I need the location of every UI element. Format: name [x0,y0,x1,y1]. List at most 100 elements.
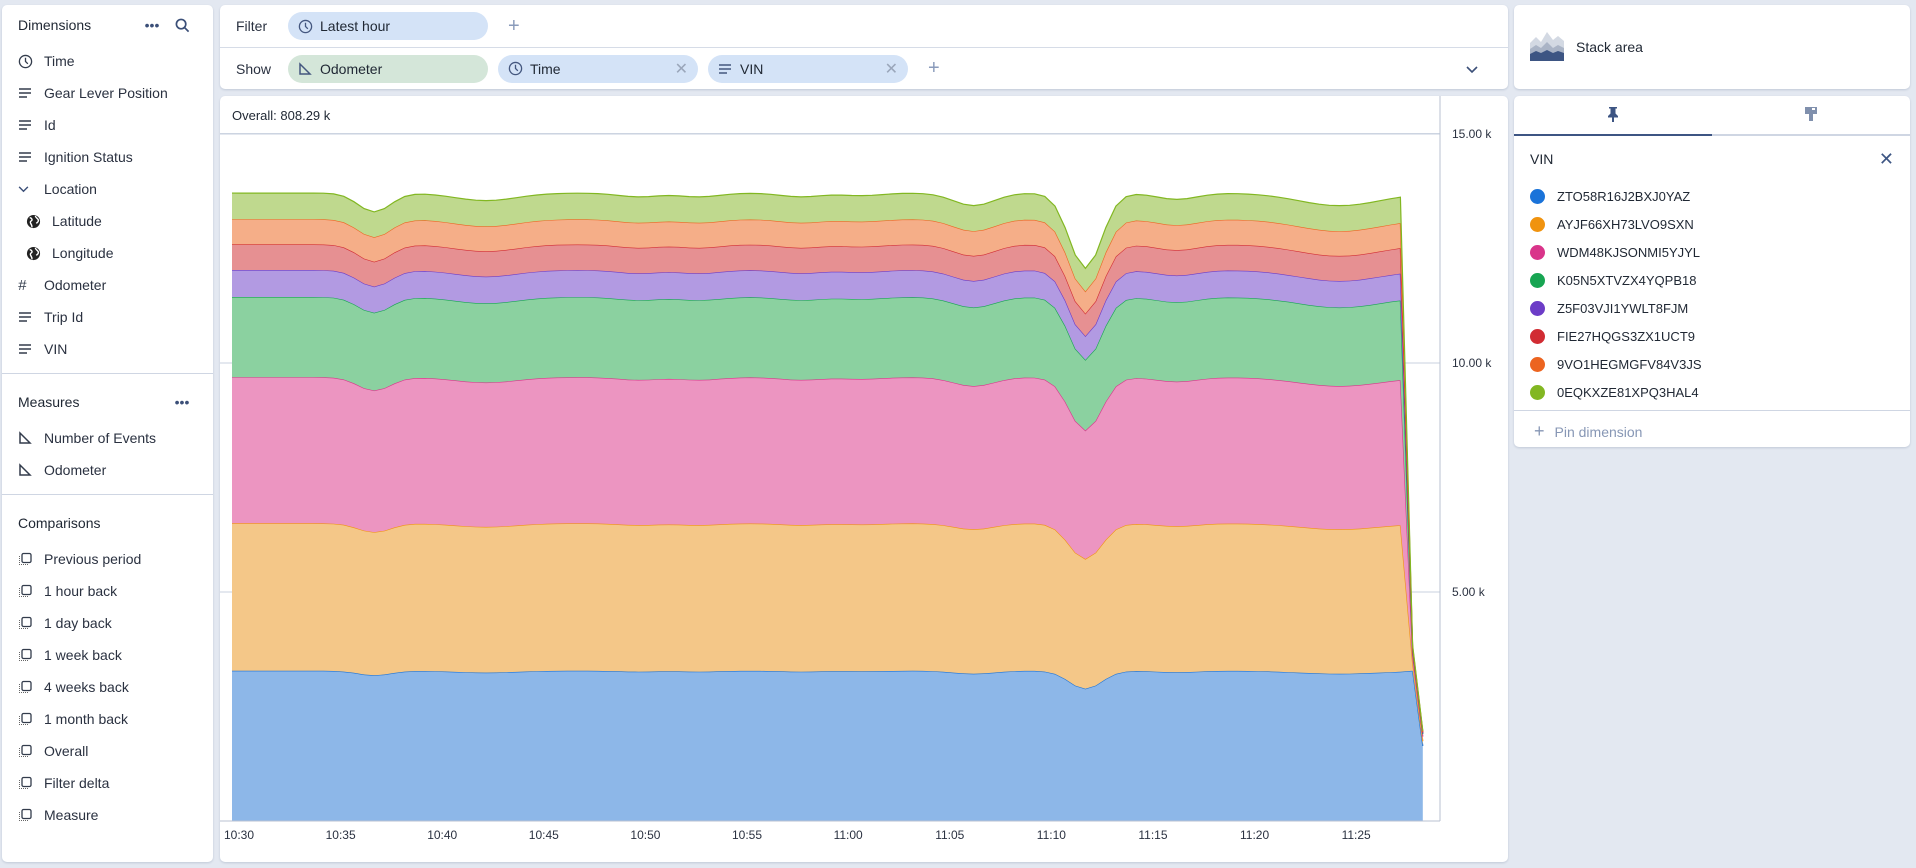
stacked-area-chart[interactable]: 5.00 k 10.00 k 15.00 k 10:30 10:35 10:40 10:45… [220,96,1508,862]
visualization-picker[interactable]: Stack area [1514,5,1910,89]
show-pill-odometer[interactable]: Odometer [288,54,488,83]
sidebar-item-number-of-events[interactable]: Number of Events [2,422,213,454]
pin-dimension-button[interactable]: + Pin dimension [1514,410,1910,452]
sidebar-item-measure[interactable]: Measure [2,799,213,831]
sidebar-item-label: Overall [44,743,89,759]
sidebar-item-id[interactable]: Id [2,109,213,141]
x-tick-label: 10:45 [529,828,559,842]
chevron-down-icon[interactable] [1466,61,1492,77]
legend-item[interactable]: WDM48KJSONMI5YJYL [1514,238,1910,266]
y-tick-label: 15.00 k [1452,127,1492,141]
chart-panel: Overall: 808.29 k 5.00 k 10.00 k 15.00 k 10… [220,96,1508,862]
legend-color-dot [1530,216,1545,232]
sidebar-item-longitude[interactable]: Longitude [2,237,213,269]
show-pill-time[interactable]: Time ✕ [498,54,698,83]
sidebar-item-1-day-back[interactable]: 1 day back [2,607,213,639]
sidebar-item-label: Number of Events [44,430,157,446]
compare-icon [18,744,44,758]
show-pill-vin[interactable]: VIN ✕ [708,54,908,83]
paintbrush-icon [1804,106,1818,125]
search-icon[interactable] [167,18,197,33]
close-icon[interactable]: ✕ [884,60,898,78]
legend-panel: VIN ✕ ZTO58R16J2BXJ0YAZ AYJF66XH73LVO9SXN… [1514,96,1910,447]
sidebar-item-filter-delta[interactable]: Filter delta [2,767,213,799]
sidebar-item-label: Location [44,181,97,197]
hash-icon: # [18,276,27,294]
sidebar-item-latitude[interactable]: Latitude [2,205,213,237]
sidebar-item-label: Latitude [52,213,102,229]
y-tick-label: 10.00 k [1452,356,1492,370]
show-pill-label: Odometer [320,60,383,77]
sidebar-item-location[interactable]: Location [2,173,213,205]
legend-item[interactable]: 9VO1HEGMGFV84V3JS [1514,350,1910,378]
visualization-label: Stack area [1576,39,1643,55]
legend-item[interactable]: 0EQKXZE81XPQ3HAL4 [1514,378,1910,406]
legend-item[interactable]: ZTO58R16J2BXJ0YAZ [1514,182,1910,210]
area-series[interactable] [232,523,1423,746]
sidebar-item-label: Trip Id [44,309,84,325]
sidebar-item-odometer[interactable]: Odometer [2,454,213,486]
sidebar-item-label: Odometer [44,277,107,293]
compare-icon [18,648,44,662]
clock-icon [18,54,44,69]
stack-area-icon [1530,31,1564,64]
measure-icon [18,463,44,477]
comparisons-header: Comparisons [2,503,213,543]
sidebar-item-4-weeks-back[interactable]: 4 weeks back [2,671,213,703]
add-show-button[interactable]: + [928,57,940,79]
sidebar-item-label: Gear Lever Position [44,85,168,101]
divider [2,373,213,374]
legend-item-label: FIE27HQGS3ZX1UCT9 [1557,328,1695,344]
sidebar-item-odometer[interactable]: # Odometer [2,269,213,301]
sidebar-item-trip-id[interactable]: Trip Id [2,301,213,333]
more-icon[interactable]: ••• [144,17,160,33]
more-icon[interactable]: ••• [174,394,190,410]
clock-icon [508,61,530,76]
legend-item-label: 9VO1HEGMGFV84V3JS [1557,356,1702,372]
tab-format[interactable] [1712,96,1910,136]
legend-color-dot [1530,356,1545,372]
area-series[interactable] [232,377,1423,742]
legend-item-label: AYJF66XH73LVO9SXN [1557,216,1694,232]
sidebar-item-gear-lever-position[interactable]: Gear Lever Position [2,77,213,109]
string-icon [18,151,44,163]
legend-item[interactable]: Z5F03VJI1YWLT8FJM [1514,294,1910,322]
sidebar-item-1-month-back[interactable]: 1 month back [2,703,213,735]
area-series[interactable] [232,297,1423,737]
x-tick-label: 10:55 [732,828,762,842]
x-tick-label: 11:05 [935,828,964,842]
sidebar-item-time[interactable]: Time [2,45,213,77]
string-icon [18,87,44,99]
string-icon [18,311,44,323]
legend-list: ZTO58R16J2BXJ0YAZ AYJF66XH73LVO9SXN WDM48K… [1514,182,1910,406]
sidebar-item-overall[interactable]: Overall [2,735,213,767]
string-icon [18,343,44,355]
area-series[interactable] [232,670,1423,821]
legend-color-dot [1530,188,1545,204]
globe-icon [26,214,52,229]
sidebar-item-ignition-status[interactable]: Ignition Status [2,141,213,173]
sidebar-item-label: 1 day back [44,615,112,631]
filter-pill-latest-hour[interactable]: Latest hour [288,12,488,40]
x-tick-label: 11:00 [834,828,863,842]
show-row: Show Odometer Time ✕ VIN ✕ + [220,47,1508,89]
measure-icon [18,431,44,445]
sidebar-item-previous-period[interactable]: Previous period [2,543,213,575]
tab-pinboard[interactable] [1514,96,1712,136]
comparisons-list: Previous period 1 hour back 1 day back 1 we… [2,543,213,831]
sidebar-item-vin[interactable]: VIN [2,333,213,365]
sidebar-item-1-week-back[interactable]: 1 week back [2,639,213,671]
legend-item[interactable]: FIE27HQGS3ZX1UCT9 [1514,322,1910,350]
filter-label: Filter [236,18,268,34]
legend-item[interactable]: K05N5XTVZX4YQPB18 [1514,266,1910,294]
add-filter-button[interactable]: + [508,14,520,37]
dimensions-list: Time Gear Lever Position Id Ignition Status… [2,45,213,365]
legend-item[interactable]: AYJF66XH73LVO9SXN [1514,210,1910,238]
close-icon[interactable]: ✕ [1878,148,1894,169]
sidebar-item-1-hour-back[interactable]: 1 hour back [2,575,213,607]
panel-tabs [1514,96,1910,136]
query-header: Filter Latest hour + Show Odometer Time … [220,5,1508,89]
x-tick-label: 10:40 [427,828,457,842]
close-icon[interactable]: ✕ [674,60,688,78]
sidebar-item-label: Longitude [52,245,114,261]
